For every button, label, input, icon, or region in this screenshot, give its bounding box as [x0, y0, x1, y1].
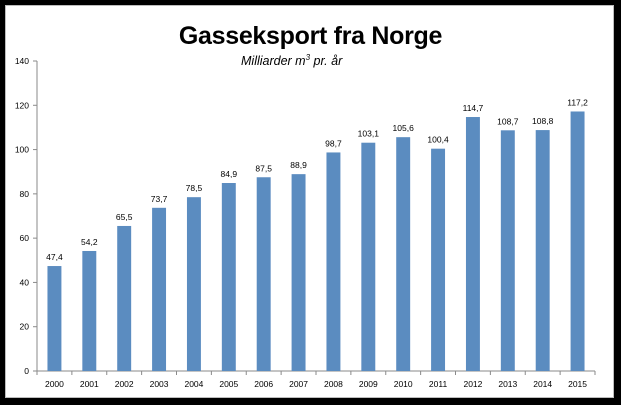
bar-2004: [186, 197, 201, 371]
bar-2014: [535, 130, 550, 371]
subtitle-text-end: pr. år: [310, 54, 343, 69]
bars: [47, 111, 585, 372]
y-tick-label: 140: [15, 56, 29, 66]
bar-2011: [431, 148, 446, 371]
bar-2015: [570, 111, 585, 371]
x-tick-label: 2002: [115, 379, 134, 389]
y-tick-label: 120: [15, 100, 29, 110]
bar-2001: [82, 250, 97, 371]
y-tick-label: 0: [24, 366, 29, 376]
x-axis: 2000 2001 2002 2003 2004 2005 2006 2007 2008 2009…: [36, 370, 596, 389]
data-label-2013: 108,7: [497, 116, 519, 126]
y-tick-label: 40: [20, 277, 30, 287]
data-label-2010: 105,6: [393, 123, 415, 133]
y-axis: 0 20 40 60 80 100 120 140: [15, 56, 38, 376]
bar-2000: [47, 266, 62, 371]
data-label-2015: 117,2: [567, 97, 588, 107]
bar-2005: [221, 183, 236, 371]
x-tick-label: 2003: [150, 379, 169, 389]
y-tick-label: 100: [15, 145, 29, 155]
x-tick-label: 2011: [429, 379, 448, 389]
x-tick-label: 2009: [359, 379, 378, 389]
x-tick-label: 2006: [254, 379, 273, 389]
subtitle-text: Milliarder m: [241, 54, 306, 69]
bar-2012: [465, 117, 480, 372]
data-label-2011: 100,4: [427, 135, 449, 145]
data-label-2001: 54,2: [81, 237, 98, 247]
data-label-2006: 87,5: [255, 163, 272, 173]
x-tick-label: 2007: [289, 379, 308, 389]
data-label-2008: 98,7: [325, 138, 342, 148]
bar-2003: [152, 207, 167, 371]
bar-2002: [117, 225, 132, 371]
data-label-2005: 84,9: [221, 169, 238, 179]
x-tick-label: 2014: [533, 379, 552, 389]
data-label-2002: 65,5: [116, 212, 133, 222]
data-label-2004: 78,5: [186, 183, 203, 193]
data-label-2000: 47,4: [46, 252, 63, 262]
subtitle-superscript: 3: [305, 53, 311, 62]
bar-2010: [396, 137, 411, 371]
bar-2006: [256, 177, 271, 371]
bar-2008: [326, 152, 341, 371]
x-tick-label: 2015: [568, 379, 587, 389]
chart-title: Gasseksport fra Norge: [178, 22, 443, 50]
data-label-2014: 108,8: [532, 116, 554, 126]
bar-2009: [361, 142, 376, 371]
bar-2013: [500, 130, 515, 371]
data-label-2007: 88,9: [290, 160, 307, 170]
bar-2007: [291, 174, 306, 371]
x-tick-label: 2013: [498, 379, 517, 389]
x-tick-label: 2001: [80, 379, 99, 389]
data-label-2003: 73,7: [151, 194, 168, 204]
data-labels: 47,4 54,2 65,5 73,7 78,5 84,9 87,5 88,9 98,7 103,…: [46, 97, 588, 262]
x-tick-label: 2000: [45, 379, 64, 389]
data-label-2012: 114,7: [463, 103, 484, 113]
x-tick-label: 2010: [394, 379, 413, 389]
y-tick-label: 60: [20, 233, 30, 243]
x-tick-label: 2005: [219, 379, 238, 389]
y-tick-label: 80: [20, 189, 30, 199]
x-tick-label: 2008: [324, 379, 343, 389]
data-label-2009: 103,1: [358, 129, 380, 139]
x-tick-label: 2012: [463, 379, 482, 389]
x-tick-label: 2004: [184, 379, 203, 389]
chart-subtitle: Milliarder m3 pr. år: [241, 53, 342, 68]
y-tick-label: 20: [20, 322, 30, 332]
